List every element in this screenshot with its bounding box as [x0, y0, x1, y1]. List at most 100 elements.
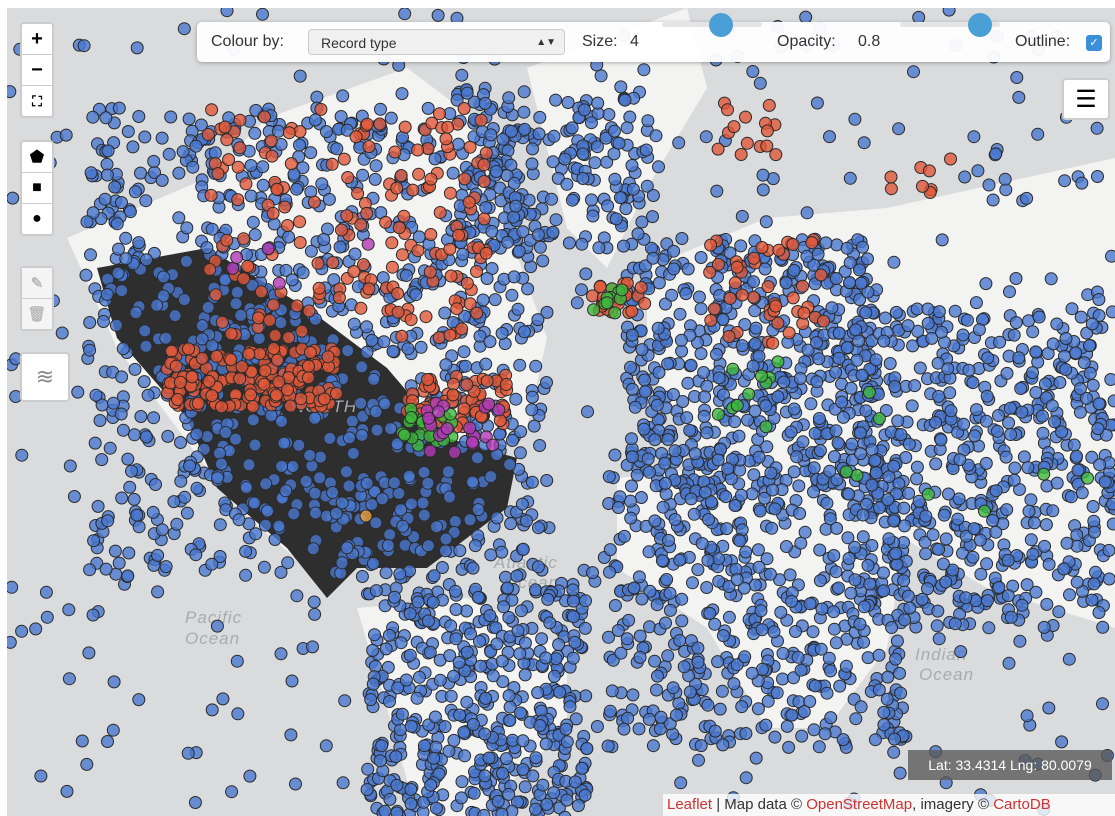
marker[interactable]: [229, 297, 243, 311]
marker[interactable]: [740, 136, 754, 150]
marker[interactable]: [453, 708, 467, 722]
marker[interactable]: [755, 369, 768, 383]
marker[interactable]: [967, 130, 981, 144]
marker[interactable]: [264, 134, 278, 148]
marker[interactable]: [306, 542, 320, 556]
marker[interactable]: [257, 377, 271, 391]
marker[interactable]: [412, 670, 426, 684]
marker[interactable]: [959, 591, 973, 605]
marker[interactable]: [130, 508, 144, 522]
marker[interactable]: [205, 103, 219, 117]
marker[interactable]: [373, 117, 387, 131]
marker[interactable]: [617, 722, 631, 736]
marker[interactable]: [707, 302, 721, 316]
marker[interactable]: [86, 608, 100, 622]
marker[interactable]: [704, 495, 718, 509]
marker[interactable]: [786, 238, 800, 251]
marker[interactable]: [205, 222, 219, 236]
marker[interactable]: [139, 430, 153, 444]
marker[interactable]: [293, 236, 307, 249]
size-slider[interactable]: [662, 13, 762, 37]
marker[interactable]: [861, 558, 875, 572]
marker[interactable]: [1075, 176, 1089, 190]
marker[interactable]: [615, 283, 629, 297]
marker[interactable]: [815, 602, 829, 616]
marker[interactable]: [244, 159, 258, 172]
marker[interactable]: [507, 210, 521, 224]
marker[interactable]: [108, 180, 122, 194]
marker[interactable]: [218, 120, 232, 134]
marker[interactable]: [1055, 735, 1069, 749]
marker[interactable]: [116, 423, 130, 437]
marker[interactable]: [1042, 557, 1056, 571]
marker[interactable]: [1044, 272, 1058, 286]
marker[interactable]: [134, 410, 148, 423]
marker[interactable]: [208, 146, 222, 160]
marker[interactable]: [121, 452, 135, 466]
marker[interactable]: [474, 659, 488, 673]
marker[interactable]: [141, 388, 155, 402]
marker[interactable]: [464, 627, 477, 641]
marker[interactable]: [675, 592, 689, 606]
marker[interactable]: [872, 683, 886, 697]
marker[interactable]: [1070, 528, 1084, 542]
marker[interactable]: [735, 288, 749, 302]
marker[interactable]: [123, 480, 137, 494]
marker[interactable]: [617, 529, 631, 543]
legend-toggle[interactable]: ☰: [1062, 78, 1110, 120]
marker[interactable]: [34, 769, 48, 783]
marker[interactable]: [503, 458, 517, 471]
marker[interactable]: [333, 240, 347, 254]
marker[interactable]: [768, 502, 782, 516]
marker[interactable]: [584, 116, 598, 130]
marker[interactable]: [531, 228, 545, 242]
edit[interactable]: ✎: [22, 268, 52, 299]
marker[interactable]: [1087, 577, 1101, 591]
marker[interactable]: [560, 177, 574, 191]
marker[interactable]: [304, 244, 318, 258]
marker[interactable]: [302, 304, 316, 318]
marker[interactable]: [513, 358, 527, 372]
marker[interactable]: [1085, 317, 1099, 331]
marker[interactable]: [602, 470, 616, 484]
marker[interactable]: [877, 584, 891, 598]
marker[interactable]: [410, 691, 424, 705]
marker[interactable]: [989, 525, 1003, 539]
marker[interactable]: [319, 739, 333, 753]
marker[interactable]: [466, 475, 479, 489]
marker[interactable]: [444, 689, 458, 703]
marker[interactable]: [674, 776, 688, 790]
marker[interactable]: [60, 784, 74, 798]
marker[interactable]: [835, 395, 849, 409]
marker[interactable]: [699, 130, 713, 144]
marker[interactable]: [980, 389, 994, 403]
marker[interactable]: [1037, 467, 1051, 481]
marker[interactable]: [504, 124, 518, 138]
marker[interactable]: [112, 556, 126, 570]
marker[interactable]: [128, 428, 141, 442]
marker[interactable]: [730, 398, 744, 412]
marker[interactable]: [391, 305, 405, 319]
marker[interactable]: [1012, 351, 1026, 365]
marker[interactable]: [393, 567, 407, 581]
marker[interactable]: [150, 298, 164, 312]
marker[interactable]: [110, 217, 124, 231]
marker[interactable]: [749, 321, 763, 335]
marker[interactable]: [898, 613, 912, 627]
marker[interactable]: [954, 645, 968, 659]
marker[interactable]: [253, 347, 267, 361]
marker[interactable]: [747, 290, 760, 304]
marker[interactable]: [101, 514, 115, 528]
marker[interactable]: [478, 96, 492, 110]
marker[interactable]: [121, 125, 135, 138]
marker[interactable]: [979, 414, 993, 428]
marker[interactable]: [149, 478, 162, 491]
marker[interactable]: [1058, 174, 1072, 188]
marker[interactable]: [742, 387, 756, 401]
marker[interactable]: [547, 786, 561, 800]
marker[interactable]: [439, 358, 453, 372]
marker[interactable]: [435, 561, 449, 574]
marker[interactable]: [697, 366, 711, 379]
marker[interactable]: [491, 794, 505, 808]
marker[interactable]: [575, 761, 589, 775]
